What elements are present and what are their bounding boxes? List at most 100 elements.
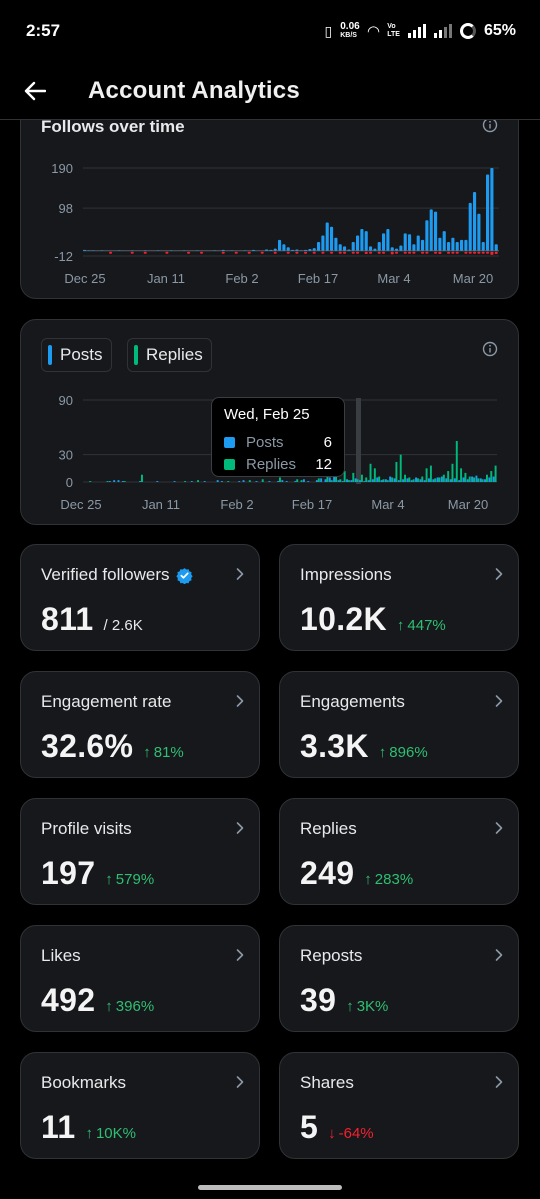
follows-lost-bar [356,251,360,254]
follows-lost-bar [304,251,308,254]
arrow-down-icon: ↓ [328,1125,336,1142]
posts-bar [488,477,491,482]
metric-card-bookmarks[interactable]: Bookmarks 11 ↑ 10K% [20,1052,260,1159]
activity-chart-card[interactable]: Posts Replies 90 30 0 Dec 25 Jan 11 Feb 2 Feb … [20,319,519,525]
posts-bar [449,479,452,482]
metric-label-text: Replies [300,819,357,838]
replies-bar [486,474,488,482]
metric-value-row: 249 ↑ 283% [300,855,413,892]
posts-bar [324,479,327,482]
follows-gained-bar [221,249,225,251]
replies-bar [248,480,251,482]
status-bar: 2:57 ▯ 0.06 KB/S ◠ Vo LTE 65% [0,0,540,62]
legend-replies[interactable]: Replies [127,338,212,372]
metric-card-verified-followers[interactable]: Verified followers 811 / 2.6K [20,544,260,651]
follows-gained-bar [494,244,498,251]
tooltip-replies-label: Replies [246,455,297,473]
follows-gained-bar [421,239,425,251]
follows-lost-bar [330,251,334,254]
follows-chart-card[interactable]: Follows over time 190 98 -12 Dec 25 Jan 11 Fe… [20,100,519,299]
follows-gained-bar [347,249,351,251]
follows-gained-bar [83,249,87,251]
follows-gained-bar [265,249,269,251]
posts-bar [156,481,159,482]
posts-bar [173,481,176,482]
tooltip-posts-swatch [224,436,235,448]
follows-lost-bar [295,251,299,254]
legend-posts[interactable]: Posts [41,338,112,372]
replies-bar [455,441,458,482]
metric-label-text: Impressions [300,565,392,584]
follows-lost-bar [403,251,407,254]
info-icon[interactable] [482,341,498,357]
follows-gained-bar [382,233,386,251]
posts-bar [415,477,418,482]
posts-bar [453,478,456,482]
follows-gained-bar [386,228,390,251]
follows-lost-bar [421,251,425,254]
posts-bar [397,480,400,482]
follows-lost-bar [447,251,451,254]
y-tick-label: 30 [59,448,73,463]
follows-lost-bar [464,251,468,254]
metric-label-text: Verified followers [41,565,170,584]
posts-bar [281,480,284,482]
metric-card-engagements[interactable]: Engagements 3.3K ↑ 896% [279,671,519,778]
metric-card-replies[interactable]: Replies 249 ↑ 283% [279,798,519,905]
follows-lost-bar [286,251,290,254]
metric-label: Impressions [300,565,392,585]
follows-lost-bar [382,251,386,254]
follows-lost-bar [369,251,373,254]
follows-gained-bar [269,249,273,251]
replies-bar [473,477,476,482]
posts-bar [466,479,469,482]
replies-bar [335,476,338,482]
posts-bar [419,479,422,482]
follows-gained-bar [486,174,490,251]
x-tick-label: Dec 25 [60,497,101,512]
metric-card-impressions[interactable]: Impressions 10.2K ↑ 447% [279,544,519,651]
replies-bar [464,472,467,482]
metric-subvalue: / 2.6K [103,617,143,634]
replies-swatch [134,345,138,365]
metric-value: 11 [41,1109,76,1145]
replies-bar [425,468,428,482]
posts-bar [410,480,413,482]
replies-bar [468,476,471,482]
chevron-right-icon [236,822,244,834]
metric-change: ↑ 396% [105,998,154,1015]
follows-lost-bar [109,251,113,254]
follows-gained-bar [403,233,407,251]
metric-card-shares[interactable]: Shares 5 ↓ -64% [279,1052,519,1159]
metric-card-engagement-rate[interactable]: Engagement rate 32.6% ↑ 81% [20,671,260,778]
metric-card-profile-visits[interactable]: Profile visits 197 ↑ 579% [20,798,260,905]
metric-label: Reposts [300,946,362,966]
follows-gained-bar [308,249,312,251]
signal-icon-2 [433,24,452,38]
metric-value-row: 10.2K ↑ 447% [300,601,446,638]
posts-bar [333,476,336,482]
volte-icon: Vo LTE [387,23,400,38]
metric-change: ↑ 10K% [85,1125,136,1142]
follows-gained-bar [477,213,481,251]
follows-gained-bar [351,242,355,251]
follows-lost-bar [434,251,438,254]
home-indicator[interactable] [198,1185,342,1190]
x-tick-label: Mar 4 [377,271,410,286]
metric-value-row: 32.6% ↑ 81% [41,728,184,765]
posts-bar [108,481,111,482]
back-button[interactable] [0,62,70,120]
arrow-up-icon: ↑ [85,1125,93,1142]
posts-bar [117,480,120,482]
metric-value: 492 [41,982,96,1018]
follows-gained-bar [317,242,321,251]
replies-bar [106,481,109,482]
metric-card-reposts[interactable]: Reposts 39 ↑ 3K% [279,925,519,1032]
hover-highlight [356,398,361,484]
page-title: Account Analytics [88,76,300,104]
follows-gained-bar [330,226,334,251]
replies-bar [412,479,415,482]
metric-value: 10.2K [300,601,387,637]
activity-chart: 90 30 0 Dec 25 Jan 11 Feb 2 Feb 17 Mar 4 Mar 20 [59,393,497,512]
metric-card-likes[interactable]: Likes 492 ↑ 396% [20,925,260,1032]
